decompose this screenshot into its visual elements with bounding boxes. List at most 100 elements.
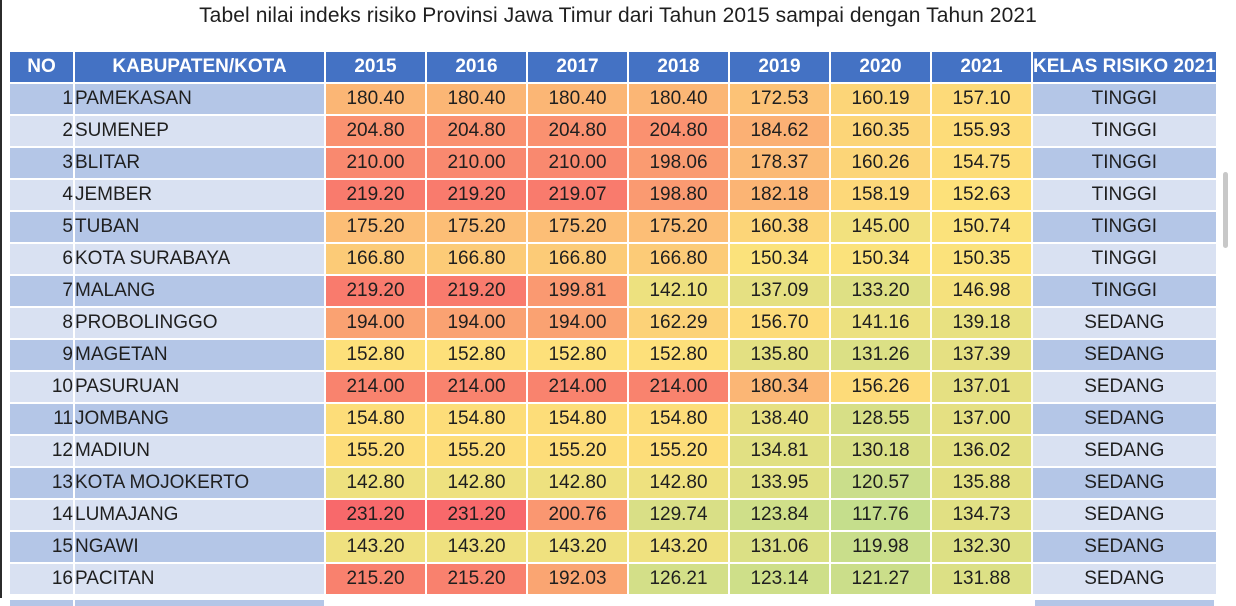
risk-class: SEDANG xyxy=(1033,340,1216,370)
table-row: 16 PACITAN 215.20 215.20 192.03 126.21 123.14 1… xyxy=(10,564,1216,594)
index-value-2018: 142.80 xyxy=(629,468,728,498)
col-header-2015: 2015 xyxy=(326,52,425,82)
row-number: 4 xyxy=(10,180,73,210)
row-number: 13 xyxy=(10,468,73,498)
row-number: 5 xyxy=(10,212,73,242)
index-value-2015: 154.80 xyxy=(326,404,425,434)
index-value-2021: 154.75 xyxy=(932,148,1031,178)
row-number: 11 xyxy=(10,404,73,434)
index-value-2015: 194.00 xyxy=(326,308,425,338)
table-row: 15 NGAWI 143.20 143.20 143.20 143.20 131.06 119… xyxy=(10,532,1216,562)
index-value-2020: 160.35 xyxy=(831,116,930,146)
region-name: JEMBER xyxy=(75,180,324,210)
index-value-2017: 200.76 xyxy=(528,500,627,530)
index-value-2016: 231.20 xyxy=(427,500,526,530)
table-row: 11 JOMBANG 154.80 154.80 154.80 154.80 138.40 1… xyxy=(10,404,1216,434)
index-value-2019: 134.81 xyxy=(730,436,829,466)
region-name: PAMEKASAN xyxy=(75,84,324,114)
index-value-2016: 154.80 xyxy=(427,404,526,434)
table-row: 5 TUBAN 175.20 175.20 175.20 175.20 160.38 145.… xyxy=(10,212,1216,242)
region-name: MADIUN xyxy=(75,436,324,466)
index-value-2019: 135.80 xyxy=(730,340,829,370)
risk-class: TINGGI xyxy=(1033,276,1216,306)
index-value-2021: 146.98 xyxy=(932,276,1031,306)
index-value-2017: 192.03 xyxy=(528,564,627,594)
index-value-2019: 160.38 xyxy=(730,212,829,242)
col-header-kabupaten: KABUPATEN/KOTA xyxy=(75,52,324,82)
index-value-2021: 134.73 xyxy=(932,500,1031,530)
risk-class: TINGGI xyxy=(1033,116,1216,146)
col-header-2019: 2019 xyxy=(730,52,829,82)
next-row-partial xyxy=(0,598,1236,606)
index-value-2020: 128.55 xyxy=(831,404,930,434)
index-value-2018: 142.10 xyxy=(629,276,728,306)
index-value-2016: 214.00 xyxy=(427,372,526,402)
index-value-2018: 198.06 xyxy=(629,148,728,178)
index-value-2016: 215.20 xyxy=(427,564,526,594)
index-value-2018: 162.29 xyxy=(629,308,728,338)
col-header-2017: 2017 xyxy=(528,52,627,82)
index-value-2020: 130.18 xyxy=(831,436,930,466)
region-name: KOTA MOJOKERTO xyxy=(75,468,324,498)
table-row: 6 KOTA SURABAYA 166.80 166.80 166.80 166.80 15… xyxy=(10,244,1216,274)
row-number: 1 xyxy=(10,84,73,114)
index-value-2021: 155.93 xyxy=(932,116,1031,146)
index-value-2017: 142.80 xyxy=(528,468,627,498)
index-value-2017: 214.00 xyxy=(528,372,627,402)
index-value-2020: 119.98 xyxy=(831,532,930,562)
row-number: 6 xyxy=(10,244,73,274)
index-value-2020: 141.16 xyxy=(831,308,930,338)
index-value-2015: 231.20 xyxy=(326,500,425,530)
risk-index-table: NO KABUPATEN/KOTA 2015 2016 2017 2018 20… xyxy=(8,50,1218,596)
index-value-2019: 184.62 xyxy=(730,116,829,146)
vertical-scrollbar[interactable] xyxy=(1223,172,1228,248)
region-name: SUMENEP xyxy=(75,116,324,146)
index-value-2018: 204.80 xyxy=(629,116,728,146)
index-value-2019: 123.84 xyxy=(730,500,829,530)
index-value-2017: 152.80 xyxy=(528,340,627,370)
table-body: 1 PAMEKASAN 180.40 180.40 180.40 180.40 172.53… xyxy=(10,84,1216,594)
index-value-2017: 194.00 xyxy=(528,308,627,338)
index-value-2018: 129.74 xyxy=(629,500,728,530)
index-value-2016: 204.80 xyxy=(427,116,526,146)
index-value-2018: 126.21 xyxy=(629,564,728,594)
index-value-2015: 219.20 xyxy=(326,180,425,210)
index-value-2016: 219.20 xyxy=(427,180,526,210)
index-value-2016: 166.80 xyxy=(427,244,526,274)
index-value-2019: 182.18 xyxy=(730,180,829,210)
row-number: 12 xyxy=(10,436,73,466)
index-value-2017: 210.00 xyxy=(528,148,627,178)
index-value-2018: 175.20 xyxy=(629,212,728,242)
index-value-2017: 180.40 xyxy=(528,84,627,114)
index-value-2019: 123.14 xyxy=(730,564,829,594)
index-value-2016: 219.20 xyxy=(427,276,526,306)
table-row: 2 SUMENEP 204.80 204.80 204.80 204.80 184.62 16… xyxy=(10,116,1216,146)
index-value-2020: 145.00 xyxy=(831,212,930,242)
table-row: 14 LUMAJANG 231.20 231.20 200.76 129.74 123.84… xyxy=(10,500,1216,530)
row-number: 16 xyxy=(10,564,73,594)
index-value-2015: 152.80 xyxy=(326,340,425,370)
region-name: LUMAJANG xyxy=(75,500,324,530)
table-row: 10 PASURUAN 214.00 214.00 214.00 214.00 180.34… xyxy=(10,372,1216,402)
index-value-2018: 155.20 xyxy=(629,436,728,466)
index-value-2020: 156.26 xyxy=(831,372,930,402)
index-value-2015: 180.40 xyxy=(326,84,425,114)
index-value-2020: 160.19 xyxy=(831,84,930,114)
risk-class: TINGGI xyxy=(1033,148,1216,178)
index-value-2017: 166.80 xyxy=(528,244,627,274)
index-value-2016: 210.00 xyxy=(427,148,526,178)
index-value-2020: 131.26 xyxy=(831,340,930,370)
index-value-2021: 157.10 xyxy=(932,84,1031,114)
index-value-2018: 180.40 xyxy=(629,84,728,114)
index-value-2015: 214.00 xyxy=(326,372,425,402)
index-value-2017: 199.81 xyxy=(528,276,627,306)
index-value-2019: 138.40 xyxy=(730,404,829,434)
row-number: 15 xyxy=(10,532,73,562)
risk-class: SEDANG xyxy=(1033,308,1216,338)
table-row: 12 MADIUN 155.20 155.20 155.20 155.20 134.81 13… xyxy=(10,436,1216,466)
index-value-2021: 150.74 xyxy=(932,212,1031,242)
index-value-2017: 219.07 xyxy=(528,180,627,210)
index-value-2020: 120.57 xyxy=(831,468,930,498)
index-value-2021: 137.00 xyxy=(932,404,1031,434)
col-header-2018: 2018 xyxy=(629,52,728,82)
